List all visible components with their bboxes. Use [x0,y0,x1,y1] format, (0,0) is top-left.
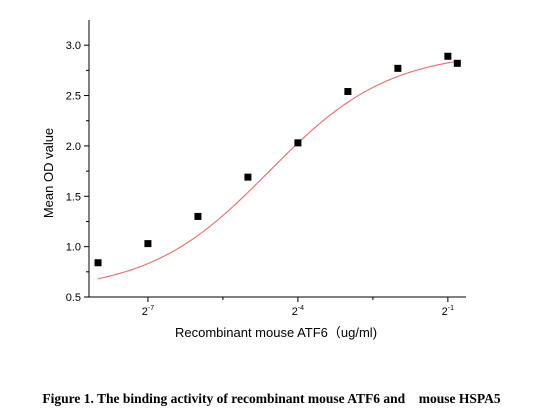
data-point [394,64,402,72]
fit-curve-group [97,60,458,280]
y-tick-label: 3.0 [66,40,81,52]
figure-caption: Figure 1. The binding activity of recomb… [42,391,501,406]
x-tick-label: 2-7 [142,305,154,318]
axes: 0.5 1.0 1.5 2.0 2.5 3.0 2-7 2-4 2-1 [66,20,466,318]
x-tick-label: 2-4 [292,305,304,318]
data-point [453,59,461,67]
data-point [444,52,452,60]
data-point [344,88,352,96]
data-point [144,240,152,248]
data-point [244,173,252,181]
y-tick-label: 2.5 [66,91,81,103]
data-point [294,139,302,147]
data-point [94,259,102,267]
fit-curve [97,60,458,280]
data-points [94,52,461,267]
y-tick-label: 1.0 [66,242,81,254]
y-tick-label: 0.5 [66,292,81,304]
chart: 0.5 1.0 1.5 2.0 2.5 3.0 2-7 2-4 2-1 Mean OD valu… [41,20,466,340]
x-tick-label: 2-1 [442,305,454,318]
y-axis-label: Mean OD value [41,128,56,218]
y-tick-label: 1.5 [66,191,81,203]
x-axis-label: Recombinant mouse ATF6（ug/ml) [175,325,377,340]
y-tick-label: 2.0 [66,141,81,153]
data-point [194,212,202,220]
